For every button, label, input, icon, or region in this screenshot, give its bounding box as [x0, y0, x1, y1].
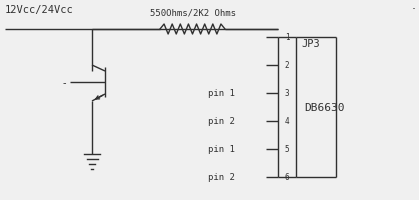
- Text: 3: 3: [285, 89, 289, 98]
- Text: DB6630: DB6630: [304, 102, 344, 112]
- Text: pin 2: pin 2: [208, 117, 235, 126]
- Text: pin 1: pin 1: [208, 145, 235, 154]
- Text: 5: 5: [285, 145, 289, 154]
- Text: 12Vcc/24Vcc: 12Vcc/24Vcc: [5, 5, 74, 15]
- Text: -: -: [62, 78, 66, 88]
- Text: 550Ohms/2K2 Ohms: 550Ohms/2K2 Ohms: [150, 8, 235, 17]
- Text: ·: ·: [412, 3, 416, 16]
- Text: pin 1: pin 1: [208, 89, 235, 98]
- Text: pin 2: pin 2: [208, 173, 235, 182]
- Text: JP3: JP3: [301, 39, 320, 49]
- Text: 4: 4: [285, 117, 289, 126]
- Text: 6: 6: [285, 173, 289, 182]
- Text: 1: 1: [285, 33, 289, 42]
- Text: 2: 2: [285, 61, 289, 70]
